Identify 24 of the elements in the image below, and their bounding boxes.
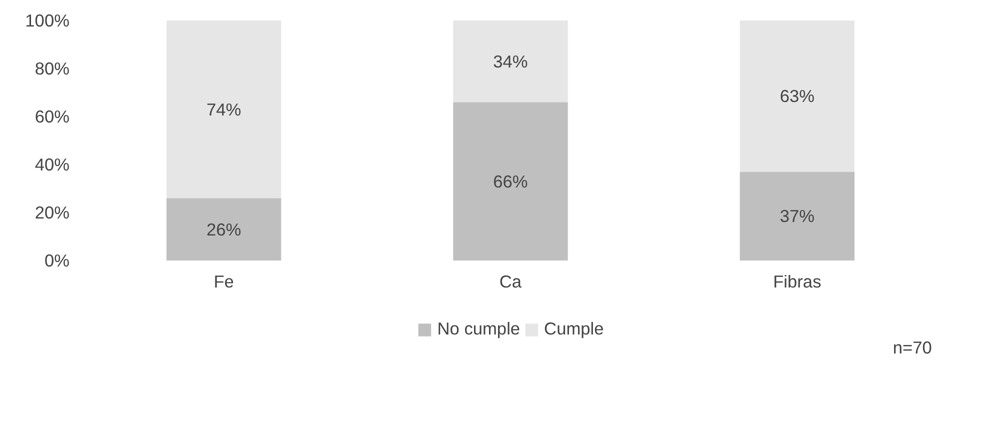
bar (740, 20, 854, 172)
data-label: 74% (206, 99, 242, 120)
bar (740, 172, 854, 260)
bar (453, 20, 568, 102)
legend-label: No cumple (437, 318, 520, 340)
x-tick-label: Ca (499, 272, 522, 292)
y-tick-label: 0% (44, 250, 70, 270)
legend-label: Cumple (544, 318, 604, 340)
x-tick-label: Fibras (773, 272, 822, 292)
data-label: 66% (493, 171, 528, 192)
data-label: 34% (493, 51, 528, 72)
data-label: 63% (780, 86, 815, 106)
y-tick-label: 80% (34, 58, 70, 78)
text: n=70 (892, 338, 932, 358)
bar (166, 198, 282, 260)
data-label: 26% (206, 219, 242, 240)
y-tick-label: 20% (34, 202, 70, 222)
y-tick-label: 100% (25, 10, 70, 30)
bar (453, 102, 568, 260)
y-tick-label: 40% (34, 154, 70, 174)
x-tick-label: Fe (214, 272, 234, 292)
bar (166, 20, 282, 198)
y-tick-label: 60% (34, 106, 70, 126)
data-label: 37% (780, 206, 815, 226)
